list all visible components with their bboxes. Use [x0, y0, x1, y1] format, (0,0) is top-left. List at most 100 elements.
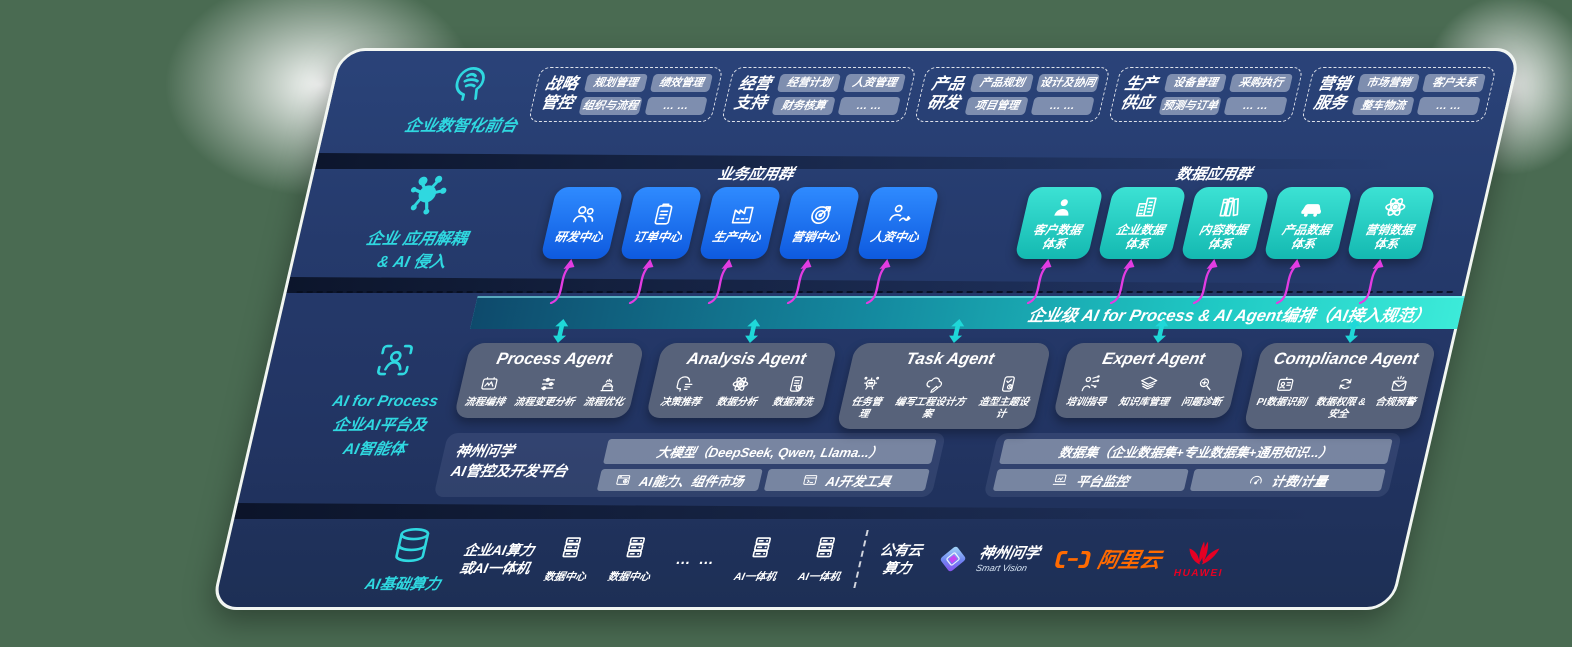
agent-title: Expert Agent — [1100, 350, 1207, 368]
capability-label: PI数据识别 — [1255, 397, 1308, 408]
box-label: 订单中心 — [632, 230, 684, 245]
pi-identify-icon — [1273, 374, 1298, 394]
alibaba-cloud-label: 阿里云 — [1095, 549, 1164, 572]
box-label: 客户数据 体系 — [1031, 223, 1084, 251]
front-office-title: 企业数智化前台 — [402, 118, 519, 135]
decouple-side-label: 企业 应用解耦 & AI 侵入 — [307, 171, 535, 274]
flow-arrow-icon — [549, 259, 574, 304]
atom-icon — [1379, 194, 1411, 220]
infra-node-label: AI一体机 — [796, 571, 842, 583]
infra-nodes: 数据中心 数据中心 … … AI一体机 AI一体机 — [542, 534, 850, 584]
platform-cell-label: AI开发工具 — [824, 473, 893, 489]
server-icon — [556, 534, 588, 560]
box-label: 营销数据 体系 — [1363, 223, 1416, 251]
front-office-item: 设备管理 — [1163, 74, 1228, 93]
front-office-item: 市场营销 — [1356, 74, 1421, 93]
front-office-item: 人资管理 — [842, 74, 907, 93]
agent-column: Expert Agent 培训指导 知识库管理 问题诊断 — [1053, 319, 1250, 418]
person-icon — [1047, 194, 1079, 220]
flow-arrow-icon — [1109, 259, 1134, 304]
task-manage-icon — [859, 374, 884, 394]
platform-cell-label: 平台监控 — [1074, 473, 1131, 489]
bidirectional-arrow-icon — [1152, 319, 1168, 343]
data-system: 营销数据 体系 — [1346, 187, 1436, 304]
box-label: 生产中心 — [711, 230, 763, 245]
agent-card: Task Agent 任务管理 编写工程设计方案 造型主题设计 — [835, 343, 1053, 429]
business-center-card: 营销中心 — [777, 187, 861, 259]
alibaba-cloud-bracket-icon — [1051, 547, 1095, 572]
front-office-item: … … — [837, 97, 902, 116]
agent-column: Task Agent 任务管理 编写工程设计方案 造型主题设计 — [835, 319, 1058, 429]
platform-cell: AI开发工具 — [763, 469, 930, 491]
front-office-group: 战略 管控 规划管理 绩效管理 组织与流程… … — [527, 67, 724, 123]
data-system-card: 营销数据 体系 — [1346, 187, 1436, 259]
infra-node: AI一体机 — [732, 534, 786, 584]
box-label: 内容数据 体系 — [1197, 223, 1250, 251]
agent-card: Compliance Agent PI数据识别 数据权限 & 安全 合规预警 — [1242, 343, 1437, 429]
enterprise-compute-label: 企业AI算力 或AI一体机 — [458, 541, 536, 577]
capability-label: 数据清洗 — [771, 397, 814, 408]
dataset-bar: 数据集（企业数据集+专业数据集+通用知识...） — [998, 439, 1393, 464]
agent-capability: 合规预警 — [1371, 374, 1422, 420]
platform-right-cells: 平台监控 计费/计量 — [992, 469, 1386, 491]
write-design-icon — [922, 374, 947, 394]
flow-change-icon — [536, 374, 561, 394]
flow-arrow-icon — [628, 259, 653, 304]
agent-capability: 流程编排 — [463, 374, 511, 409]
capability-label: 培训指导 — [1064, 397, 1108, 408]
business-center: 营销中心 — [777, 187, 861, 304]
agent-capability: 知识库管理 — [1117, 374, 1175, 409]
flow-arrow-icon — [786, 259, 811, 304]
agent-title: Process Agent — [494, 350, 614, 368]
platform-cell-label: AI能力、组件市场 — [637, 473, 746, 489]
vertical-dashed-divider — [853, 530, 869, 588]
smartvision-diamond-icon — [932, 542, 974, 576]
agent-title: Task Agent — [904, 350, 997, 368]
platform-label: 神州问学 AI管控及开发平台 — [443, 439, 601, 491]
ai-infra-label-block: AI基础算力 — [363, 524, 454, 594]
group-title: 经营 支持 — [732, 76, 773, 112]
flow-arrow-icon — [1358, 259, 1383, 304]
front-office-item: … … — [1030, 97, 1095, 116]
compute-line2: 或AI一体机 — [458, 560, 532, 576]
factory-icon — [726, 201, 758, 227]
business-center-card: 订单中心 — [619, 187, 703, 259]
style-design-icon — [996, 374, 1021, 394]
agent-capability: 造型主题设计 — [970, 374, 1040, 420]
compliance-alert-icon — [1387, 374, 1412, 394]
front-office-item: 项目管理 — [964, 97, 1029, 116]
ai-for-process-line2: 企业AI平台及 — [331, 417, 429, 435]
ai-for-process-line1: AI for Process — [330, 393, 440, 410]
front-office-group: 经营 支持 经营计划 人资管理 财务核算… … — [721, 67, 918, 123]
capability-label: 问题诊断 — [1180, 397, 1223, 408]
platform-left-cells: AI能力、组件市场 AI开发工具 — [596, 469, 930, 491]
front-office-item: 经营计划 — [777, 74, 841, 93]
front-office-item: 产品规划 — [970, 74, 1035, 93]
group-title: 营销 服务 — [1312, 76, 1353, 112]
flow-icon — [477, 374, 502, 394]
business-center: 订单中心 — [619, 187, 703, 304]
agent-capability: 数据权限 & 安全 — [1312, 374, 1373, 420]
agent-capability: 决策推荐 — [659, 374, 707, 409]
books-icon — [1213, 194, 1245, 220]
agent-capability: 培训指导 — [1065, 374, 1113, 409]
public-cloud-line2: 算力 — [881, 560, 913, 576]
agent-column: Compliance Agent PI数据识别 数据权限 & 安全 合规预警 — [1242, 319, 1443, 429]
infrastructure-row: AI基础算力 企业AI算力 或AI一体机 数据中心 数据中心 … … AI一体机 AI一… — [361, 515, 1397, 603]
business-app-boxes: 研发中心 订单中心 生产中心 营销中心 人资中心 — [540, 187, 940, 304]
capability-label: 流程变更分析 — [513, 397, 576, 408]
front-office-group: 产品 研发 产品规划 设计及协同 项目管理… … — [914, 67, 1111, 123]
alibaba-cloud-logo: 阿里云 — [1051, 544, 1165, 574]
decision-icon — [672, 374, 697, 394]
clipboard-icon — [647, 201, 679, 227]
infra-node-label: AI一体机 — [732, 571, 778, 583]
training-icon — [1078, 374, 1103, 394]
business-center: 研发中心 — [540, 187, 624, 304]
model-bar: 大模型（DeepSeek, Qwen, Llama...） — [602, 439, 937, 464]
front-office-item: 绩效管理 — [649, 74, 714, 93]
target-icon — [805, 201, 837, 227]
business-apps-header: 业务应用群 — [716, 166, 796, 183]
public-cloud-label: 公有云 算力 — [874, 541, 924, 577]
business-center-card: 生产中心 — [698, 187, 782, 259]
front-office-item: … … — [1416, 97, 1481, 116]
